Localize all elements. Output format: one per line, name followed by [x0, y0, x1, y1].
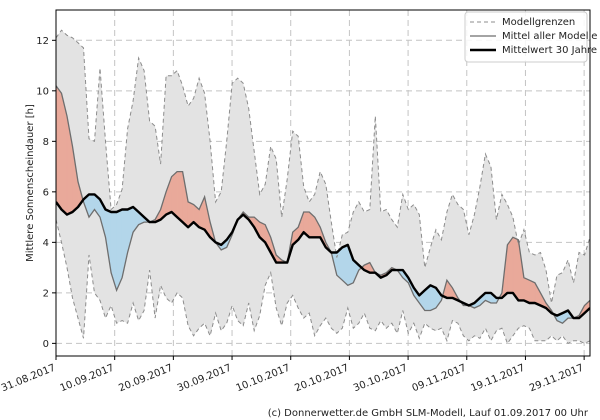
x-axis: 31.08.2017 10.09.2017 20.09.2017 30.09.2017… — [0, 356, 585, 394]
below-climate-segment — [342, 244, 349, 286]
above-climate-segment — [176, 171, 183, 223]
above-climate-segment — [171, 171, 178, 218]
legend-label-climate-mean: Mittelwert 30 Jahre — [502, 45, 597, 56]
x-tick-label: 29.11.2017 — [528, 363, 585, 395]
below-climate-segment — [430, 284, 437, 311]
x-tick-label: 10.10.2017 — [235, 363, 292, 395]
y-tick-label: 8 — [43, 137, 49, 148]
x-tick-label: 30.09.2017 — [176, 363, 233, 395]
y-axis: 0 2 4 6 8 10 12 — [36, 36, 56, 350]
model-range-band — [56, 30, 590, 344]
x-tick-label: 20.10.2017 — [293, 363, 350, 395]
x-tick-label: 10.09.2017 — [59, 363, 116, 395]
above-climate-segment — [529, 279, 536, 304]
legend-label-models-mean: Mittel aller Modelle — [502, 31, 597, 42]
y-tick-label: 4 — [43, 238, 49, 249]
climate-mean-line — [56, 193, 590, 320]
credit-text: (c) Donnerwetter.de GmbH SLM-Modell, Lau… — [268, 408, 589, 419]
x-tick-label: 30.10.2017 — [352, 363, 409, 395]
y-tick-label: 6 — [43, 187, 49, 198]
model-lower-bound-line — [56, 219, 590, 345]
legend: Modellgrenzen Mittel aller Modelle Mitte… — [464, 11, 597, 63]
y-axis-label: Mittlere Sonnenscheindauer [h] — [25, 104, 36, 262]
x-tick-label: 19.11.2017 — [469, 363, 526, 395]
y-tick-label: 12 — [36, 36, 49, 47]
y-tick-label: 2 — [43, 288, 49, 299]
y-tick-label: 10 — [36, 86, 49, 97]
above-climate-segment — [56, 85, 62, 211]
above-climate-segment — [523, 277, 530, 304]
above-climate-segment — [507, 236, 514, 294]
models-mean-line — [56, 85, 590, 324]
x-tick-label: 20.09.2017 — [117, 363, 174, 395]
legend-label-model-range: Modellgrenzen — [502, 17, 575, 28]
model-upper-bound-line — [56, 29, 590, 304]
plot-frame — [55, 9, 591, 357]
x-tick-label: 31.08.2017 — [0, 363, 57, 395]
y-tick-label: 0 — [43, 339, 49, 350]
above-climate-segment — [512, 236, 519, 302]
x-tick-label: 09.11.2017 — [411, 363, 468, 395]
